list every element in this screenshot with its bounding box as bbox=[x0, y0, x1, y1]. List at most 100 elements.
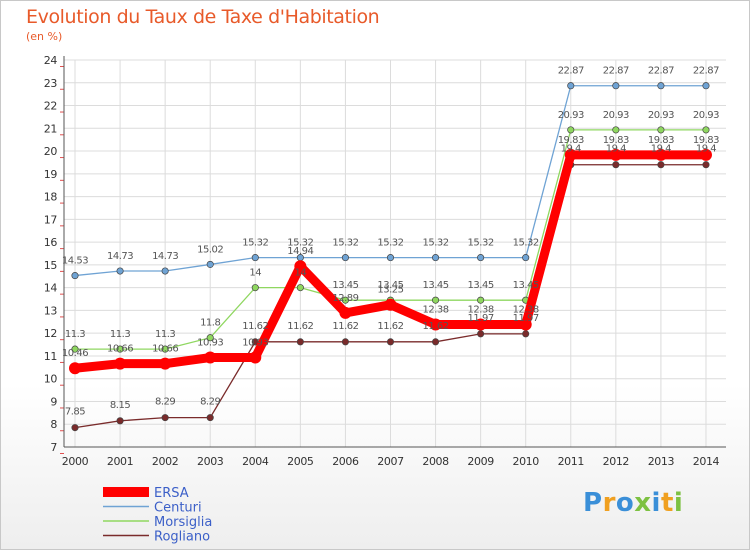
data-label: 10.93 bbox=[197, 338, 223, 349]
data-label: 10.93 bbox=[242, 338, 268, 349]
x-tick-label: 2003 bbox=[197, 455, 224, 468]
x-tick-label: 2012 bbox=[603, 455, 629, 468]
data-point-centuri bbox=[341, 254, 349, 262]
data-label: 8.29 bbox=[200, 397, 220, 408]
data-label: 7.85 bbox=[65, 407, 85, 418]
legend-swatch bbox=[103, 487, 149, 497]
data-point-centuri bbox=[116, 267, 124, 275]
data-label: 11.62 bbox=[287, 321, 313, 332]
y-tick-label: 15 bbox=[44, 259, 58, 272]
legend-label: ERSA bbox=[154, 486, 189, 501]
x-tick-label: 2007 bbox=[377, 455, 404, 468]
x-tick-label: 2001 bbox=[107, 455, 133, 468]
data-point-ersa bbox=[519, 318, 532, 331]
data-label: 22.87 bbox=[603, 66, 629, 77]
data-point-ersa bbox=[294, 260, 307, 273]
legend-entry-centuri[interactable]: Centuri bbox=[103, 501, 202, 516]
data-point-ersa bbox=[564, 148, 577, 161]
x-tick-label: 2013 bbox=[648, 455, 675, 468]
y-tick-label: 22 bbox=[44, 100, 57, 113]
data-label: 19.4 bbox=[606, 144, 626, 155]
data-point-rogliano bbox=[612, 161, 620, 169]
data-label: 15.32 bbox=[422, 238, 448, 249]
data-label: 11.3 bbox=[65, 329, 85, 340]
x-tick-label: 2014 bbox=[693, 455, 720, 468]
logo-letter: P bbox=[583, 488, 603, 518]
data-label: 13.25 bbox=[377, 285, 403, 296]
data-point-ersa bbox=[249, 351, 262, 364]
data-label: 13.45 bbox=[377, 280, 403, 291]
data-point-morsiglia bbox=[161, 345, 169, 353]
data-point-centuri bbox=[477, 254, 485, 262]
data-label: 11.3 bbox=[110, 329, 130, 340]
data-label: 10.46 bbox=[62, 348, 88, 359]
data-label: 20.93 bbox=[558, 110, 584, 121]
data-label: 22.87 bbox=[648, 66, 674, 77]
data-label: 19.83 bbox=[603, 135, 629, 146]
y-tick-label: 14 bbox=[44, 282, 58, 295]
data-point-rogliano bbox=[657, 161, 665, 169]
x-tick-label: 2009 bbox=[467, 455, 494, 468]
data-label: 14.73 bbox=[152, 251, 178, 262]
data-label: 14 bbox=[249, 268, 261, 279]
data-label: 19.83 bbox=[648, 135, 674, 146]
data-label: 13.45 bbox=[422, 280, 448, 291]
data-point-rogliano bbox=[116, 417, 124, 425]
data-point-morsiglia bbox=[657, 126, 665, 134]
y-tick-label: 8 bbox=[50, 418, 57, 431]
data-label: 19.4 bbox=[561, 144, 581, 155]
data-label: 15.32 bbox=[377, 238, 403, 249]
y-tick-label: 7 bbox=[50, 441, 57, 454]
y-tick-label: 16 bbox=[44, 236, 58, 249]
data-point-centuri bbox=[522, 254, 530, 262]
data-label: 11.62 bbox=[332, 321, 358, 332]
data-point-ersa bbox=[204, 351, 217, 364]
data-label: 15.32 bbox=[332, 238, 358, 249]
data-point-rogliano bbox=[522, 330, 530, 338]
data-label: 13.45 bbox=[513, 280, 539, 291]
data-point-morsiglia bbox=[612, 126, 620, 134]
x-tick-label: 2000 bbox=[62, 455, 89, 468]
data-point-rogliano bbox=[477, 330, 485, 338]
data-label: 11.8 bbox=[200, 318, 220, 329]
data-point-centuri bbox=[567, 82, 575, 90]
data-point-ersa bbox=[339, 306, 352, 319]
y-tick-label: 18 bbox=[44, 191, 58, 204]
data-point-ersa bbox=[159, 357, 172, 370]
data-label: 11.97 bbox=[468, 313, 494, 324]
logo-letter: x bbox=[634, 488, 652, 518]
legend-label: Rogliano bbox=[154, 530, 210, 545]
data-point-ersa bbox=[429, 318, 442, 331]
data-point-centuri bbox=[612, 82, 620, 90]
data-point-centuri bbox=[702, 82, 710, 90]
data-label: 15.32 bbox=[242, 238, 268, 249]
data-point-morsiglia bbox=[567, 126, 575, 134]
axes: 7 8 9 10 11 12 13 14 15 16 17 18 19 20 21 22 23 24 2000 200… bbox=[44, 54, 726, 468]
chart-title: Evolution du Taux de Taxe d'Habitation bbox=[26, 6, 380, 28]
data-point-morsiglia bbox=[71, 345, 79, 353]
series-lines bbox=[69, 82, 712, 432]
data-label: 15.02 bbox=[197, 244, 223, 255]
legend-entry-rogliano[interactable]: Rogliano bbox=[103, 530, 210, 545]
data-point-centuri bbox=[432, 254, 440, 262]
data-point-rogliano bbox=[206, 414, 214, 422]
data-label: 20.93 bbox=[693, 110, 719, 121]
y-tick-label: 17 bbox=[44, 213, 58, 226]
legend-entry-morsiglia[interactable]: Morsiglia bbox=[103, 515, 212, 530]
data-point-morsiglia bbox=[432, 296, 440, 304]
logo-letter: i bbox=[651, 488, 661, 518]
data-point-rogliano bbox=[386, 338, 395, 346]
logo-letter: o bbox=[615, 488, 635, 518]
data-label: 12.89 bbox=[332, 293, 358, 304]
data-point-ersa bbox=[654, 148, 667, 161]
x-tick-label: 2004 bbox=[242, 455, 269, 468]
legend-entry-ersa[interactable]: ERSA bbox=[103, 486, 189, 501]
data-point-morsiglia bbox=[206, 334, 214, 342]
data-label: 11.97 bbox=[513, 313, 539, 324]
data-point-ersa bbox=[384, 298, 397, 311]
data-label: 12.38 bbox=[513, 305, 539, 316]
data-label: 22.87 bbox=[693, 66, 719, 77]
